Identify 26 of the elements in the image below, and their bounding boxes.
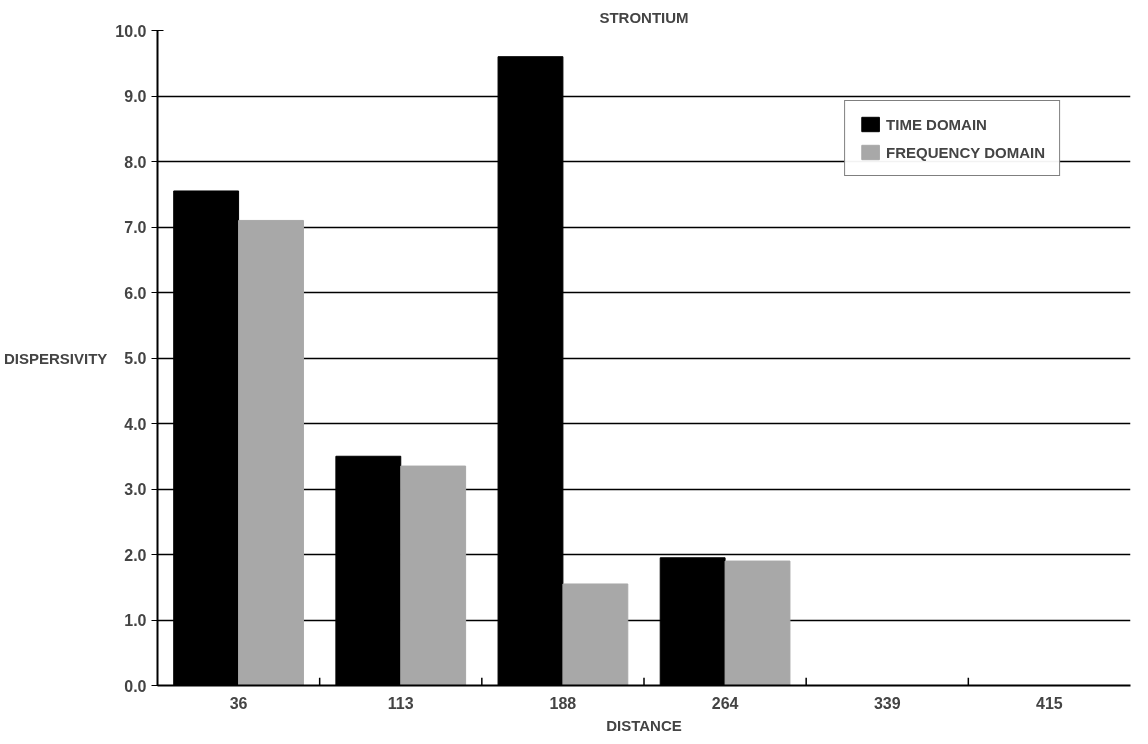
- y-tick-label: 3.0: [124, 481, 147, 498]
- y-tick-label: 4.0: [124, 415, 147, 433]
- y-axis-title: DISPERSIVITY: [4, 349, 108, 367]
- x-tick-label: 415: [1036, 694, 1063, 712]
- y-tick-label: 2.0: [124, 546, 147, 564]
- y-tick-label: 9.0: [124, 88, 147, 105]
- x-tick-label: 36: [229, 694, 248, 712]
- bar: [400, 465, 467, 686]
- x-axis-title: DISTANCE: [606, 716, 682, 734]
- x-tick-label: 113: [387, 694, 414, 712]
- y-tick-label: 5.0: [124, 350, 147, 367]
- legend-label: TIME DOMAIN: [886, 115, 987, 133]
- legend-label: FREQUENCY DOMAIN: [886, 143, 1045, 161]
- chart-title: STRONTIUM: [599, 8, 689, 26]
- y-tick-label: 8.0: [124, 153, 147, 171]
- y-tick-label: 10.0: [115, 22, 147, 40]
- bar: [562, 583, 629, 686]
- bar: [238, 219, 304, 686]
- y-tick-label: 0.0: [124, 677, 147, 695]
- y-tick-label: 7.0: [124, 219, 147, 236]
- x-tick-label: 264: [711, 694, 739, 712]
- bar: [724, 560, 791, 686]
- y-tick-label: 6.0: [124, 284, 147, 302]
- x-tick-label: 339: [873, 694, 901, 712]
- x-tick-label: 188: [549, 694, 577, 712]
- y-tick-label: 1.0: [124, 612, 147, 629]
